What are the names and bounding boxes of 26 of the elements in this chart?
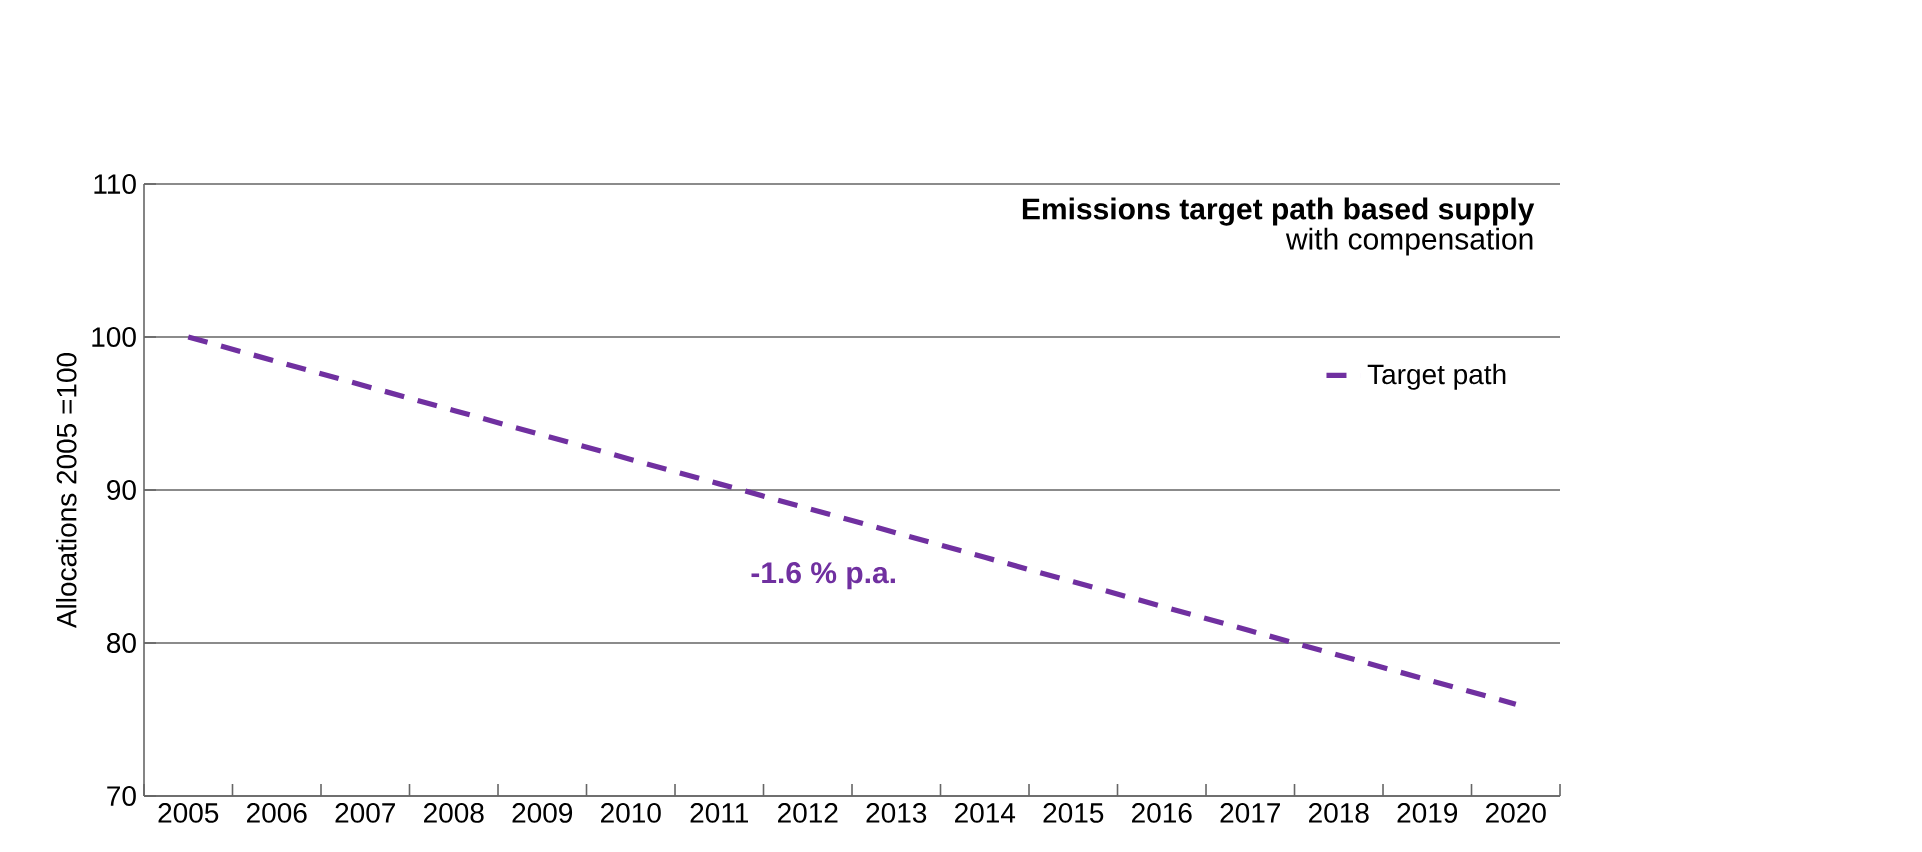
y-axis-title: Allocations 2005 =100	[56, 353, 77, 629]
legend-label: Target path	[1367, 363, 1506, 390]
y-tick-label: 100	[92, 327, 136, 347]
annotation: -1.6 % p.a.	[751, 562, 895, 590]
x-tick-label: 2020	[1486, 803, 1546, 823]
x-tick-label: 2006	[247, 803, 307, 823]
x-tick-label: 2016	[1132, 803, 1192, 823]
x-tick-label: 2015	[1043, 803, 1104, 823]
y-tick-label: 90	[107, 480, 136, 500]
x-tick-label: 2018	[1309, 803, 1369, 823]
y-tick-label: 70	[107, 786, 136, 806]
x-tick-label: 2019	[1397, 803, 1458, 823]
x-tick-label: 2008	[424, 803, 484, 823]
y-tick-label: 110	[94, 174, 136, 194]
x-tick-label: 2014	[955, 803, 1016, 823]
x-tick-label: 2005	[158, 803, 219, 823]
chart-title: Emissions target path based supply	[1022, 197, 1535, 226]
x-tick-label: 2010	[601, 803, 661, 823]
x-tick-label: 2009	[512, 803, 573, 823]
x-tick-label: 2007	[335, 803, 395, 823]
text: with compensation	[1285, 227, 1533, 256]
x-tick-label: 2011	[690, 803, 748, 823]
x-tick-label: 2013	[866, 803, 927, 823]
x-tick-label: 2012	[778, 803, 838, 823]
y-tick-label: 80	[107, 633, 136, 653]
x-tick-label: 2017	[1220, 803, 1280, 823]
